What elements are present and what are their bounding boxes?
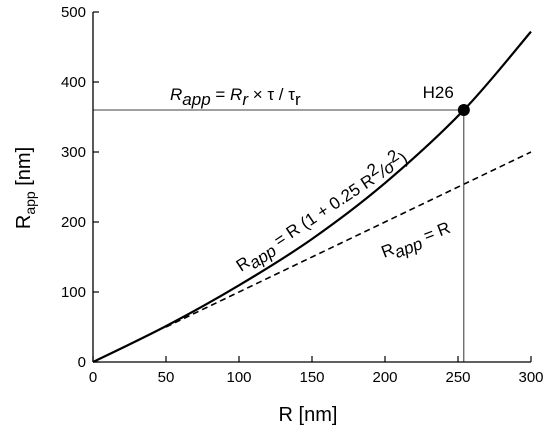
annotation-top-formula: Rapp = Rr × τ / τr bbox=[170, 85, 301, 109]
y-axis-label-main: R bbox=[13, 215, 35, 229]
y-axis-label-rest: [nm] bbox=[13, 147, 35, 191]
x-tick-label: 200 bbox=[372, 369, 397, 386]
y-tick-label: 100 bbox=[61, 284, 86, 301]
series-group bbox=[92, 30, 532, 363]
top-formula-lhs: R bbox=[170, 85, 182, 104]
highlight-point bbox=[457, 104, 470, 116]
y-tick-label: 500 bbox=[61, 4, 86, 21]
y-tick-label: 200 bbox=[61, 214, 86, 231]
x-tick-label: 250 bbox=[445, 369, 470, 386]
top-formula-rhs-sub: r bbox=[242, 90, 249, 109]
x-tick-label: 0 bbox=[89, 369, 97, 386]
y-tick-label: 300 bbox=[61, 144, 86, 161]
highlight-label: H26 bbox=[423, 83, 454, 102]
x-tick-label: 100 bbox=[226, 369, 251, 386]
y-tick-label: 0 bbox=[78, 354, 86, 371]
y-axis-label-sub: app bbox=[22, 191, 38, 215]
y-tick-label: 400 bbox=[61, 74, 86, 91]
reference-lines bbox=[93, 109, 465, 362]
x-tick-label: 300 bbox=[518, 369, 543, 386]
x-tick-label: 150 bbox=[299, 369, 324, 386]
y-axis-label: Rapp [nm] bbox=[13, 147, 38, 229]
series-curve-line bbox=[92, 30, 532, 363]
curve-formula-mid: = R (1 + 0.25 R bbox=[267, 170, 378, 253]
axes: 0 50 100 150 200 250 300 0 100 200 300 400 500 bbox=[61, 4, 544, 386]
top-formula-lhs-sub: app bbox=[182, 90, 210, 109]
y-ticks: 0 100 200 300 400 500 bbox=[61, 4, 99, 371]
top-formula-rhs: R bbox=[230, 85, 242, 104]
x-ticks: 0 50 100 150 200 250 300 bbox=[89, 356, 544, 386]
annotation-line-formula: Rapp = R bbox=[379, 218, 455, 266]
top-formula-tail-sub: r bbox=[295, 90, 301, 109]
top-formula-tail: × τ / τ bbox=[248, 85, 295, 104]
series-dashed-line bbox=[165, 151, 532, 328]
x-tick-label: 50 bbox=[158, 369, 175, 386]
x-axis-label: R [nm] bbox=[279, 404, 338, 426]
line-formula-rhs: = R bbox=[417, 218, 453, 247]
top-formula-eq: = bbox=[211, 85, 230, 104]
